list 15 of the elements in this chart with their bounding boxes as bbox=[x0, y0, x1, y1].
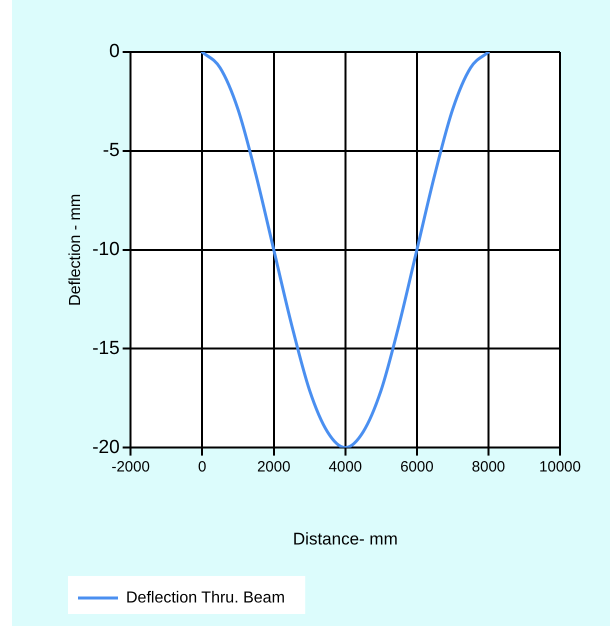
x-tick-label: -2000 bbox=[111, 458, 150, 476]
y-axis-title: Deflection - mm bbox=[67, 194, 84, 306]
legend-label: Deflection Thru. Beam bbox=[126, 589, 285, 606]
x-tick-label: 4000 bbox=[328, 458, 362, 476]
y-tick-label: -10 bbox=[92, 239, 120, 260]
x-axis-title: Distance- mm bbox=[292, 529, 398, 548]
x-tick-label: 2000 bbox=[257, 458, 290, 476]
x-tick-label: 0 bbox=[198, 458, 206, 476]
x-tick-label: 10000 bbox=[539, 458, 581, 476]
y-tick-label: -5 bbox=[102, 140, 120, 162]
x-tick-label: 8000 bbox=[472, 458, 506, 476]
y-tick-label: -15 bbox=[92, 338, 120, 359]
x-tick-label: 6000 bbox=[400, 458, 434, 476]
y-tick-label: 0 bbox=[109, 41, 120, 62]
y-tick-label: -20 bbox=[92, 436, 120, 458]
